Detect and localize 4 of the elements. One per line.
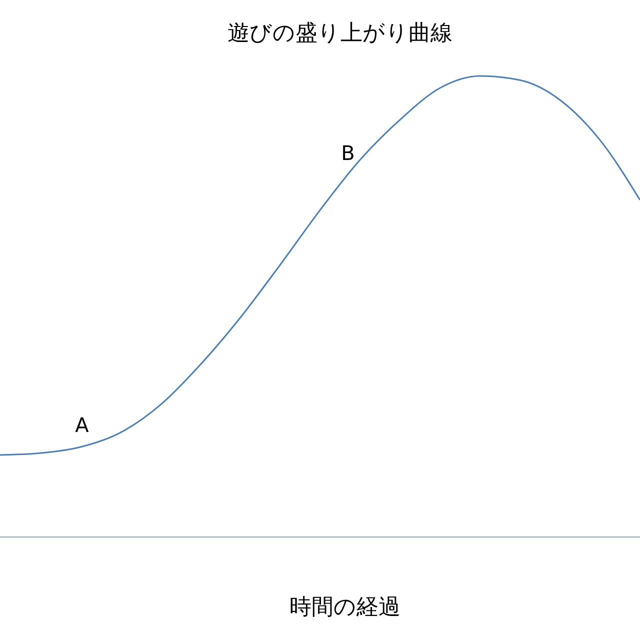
chart-title: 遊びの盛り上がり曲線 xyxy=(228,21,452,46)
x-axis-title: 時間の経過 xyxy=(290,595,400,620)
annotation: A xyxy=(75,413,90,437)
annotation: B xyxy=(341,141,355,165)
